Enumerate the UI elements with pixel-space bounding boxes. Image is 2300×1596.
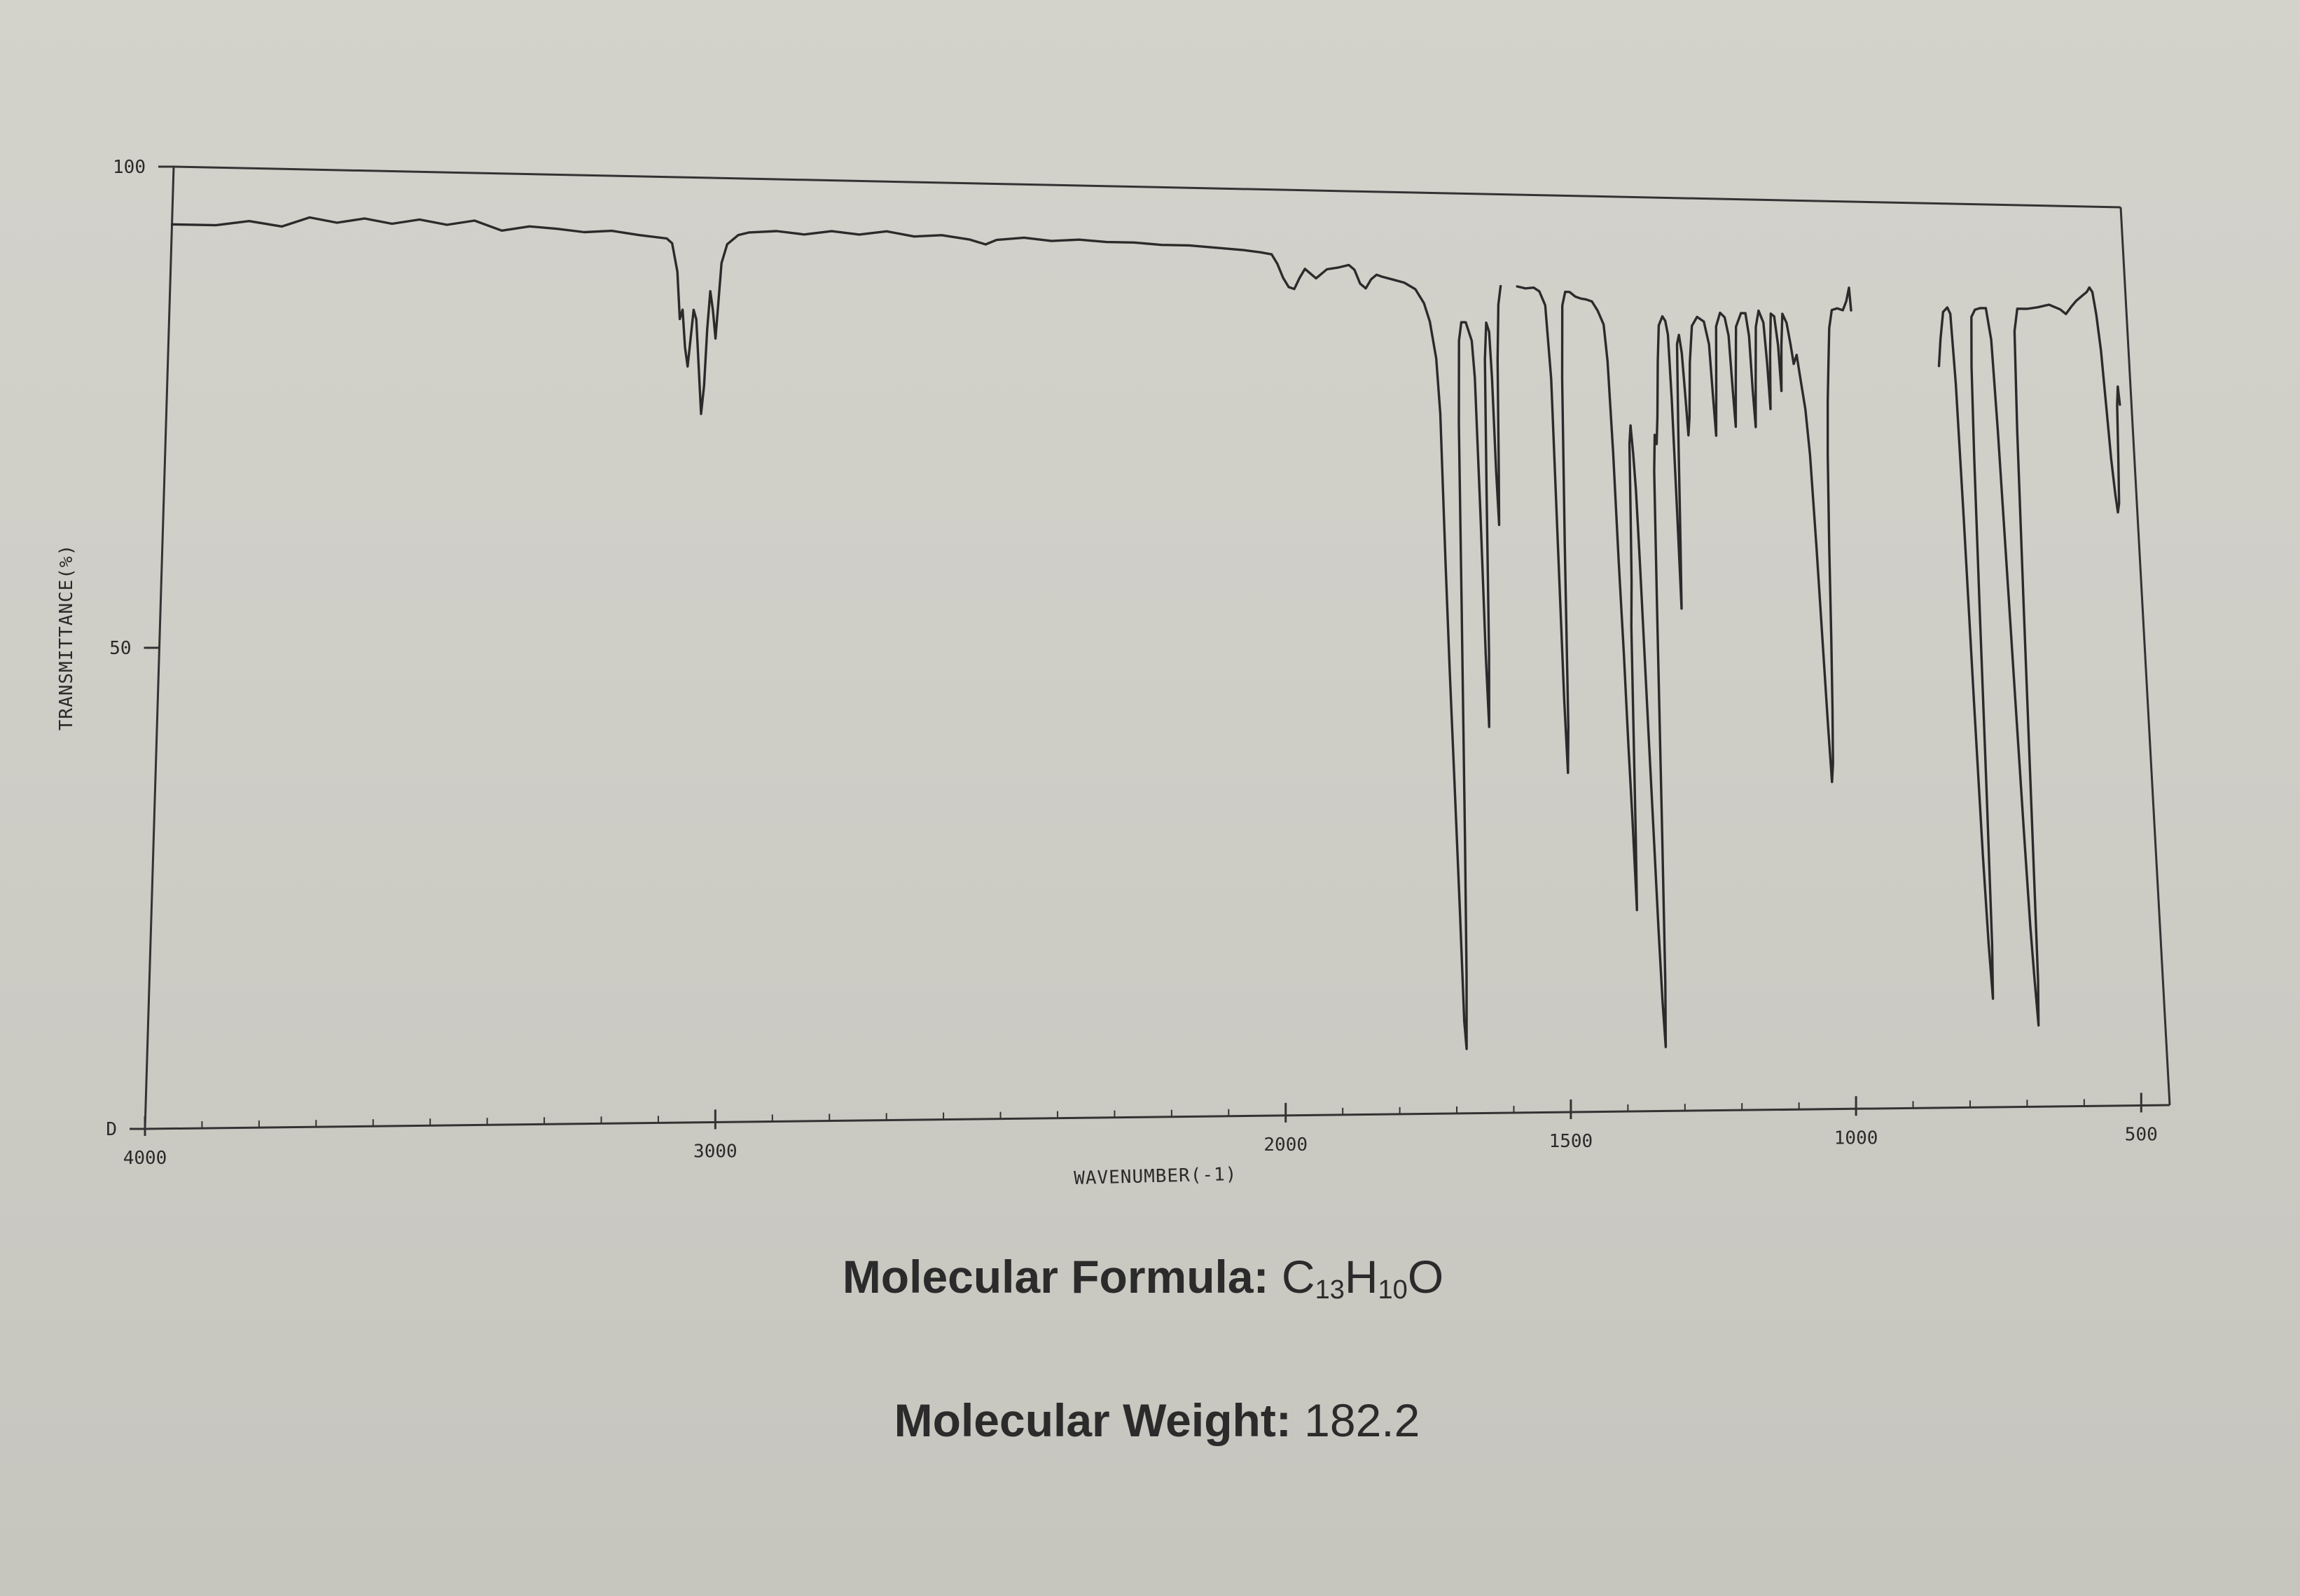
molecular-weight: Molecular Weight: 182.2	[7, 1394, 2300, 1447]
spectrum-trace-segment	[1937, 286, 2121, 1027]
molecular-formula-label: Molecular Formula:	[842, 1251, 1269, 1303]
formula-count-carbon: 13	[1315, 1275, 1345, 1305]
molecular-weight-value: 182.2	[1304, 1394, 1420, 1446]
y-tick-label: 50	[109, 638, 131, 659]
spectrum-trace	[170, 216, 2121, 1050]
formula-element-carbon: C	[1281, 1251, 1315, 1303]
y-axis-label: TRANSMITTANCE(%)	[56, 544, 77, 730]
formula-element-oxygen: O	[1407, 1251, 1444, 1303]
formula-element-hydrogen: H	[1344, 1251, 1378, 1303]
x-axis-ticks: 4000 3000 2000 1500 1000 500	[123, 1092, 2158, 1169]
spectrum-trace-segment	[1516, 285, 1852, 1048]
frame-top	[173, 165, 2121, 209]
molecular-formula-value: C13H10O	[1281, 1251, 1444, 1305]
y-tick-label: D	[106, 1119, 117, 1140]
formula-count-hydrogen: 10	[1378, 1275, 1408, 1305]
frame-bottom	[144, 1104, 2170, 1130]
x-tick-label: 3000	[693, 1141, 737, 1162]
x-tick-label: 4000	[123, 1148, 167, 1169]
x-tick-label: 1500	[1549, 1131, 1593, 1152]
molecular-weight-label: Molecular Weight:	[894, 1394, 1291, 1446]
spectrum-trace-segment	[170, 216, 1502, 1050]
x-tick-label: 1000	[1834, 1127, 1878, 1149]
x-tick-label: 500	[2125, 1124, 2158, 1145]
plot-frame	[144, 165, 2171, 1130]
y-tick-label: 100	[113, 157, 146, 178]
y-axis-ticks: 100 50 D	[106, 157, 174, 1140]
x-axis-label: WAVENUMBER(-1)	[1074, 1164, 1238, 1189]
frame-right	[2119, 207, 2171, 1106]
molecular-formula: Molecular Formula: C13H10O	[0, 1250, 2293, 1305]
x-tick-label: 2000	[1263, 1134, 1308, 1156]
